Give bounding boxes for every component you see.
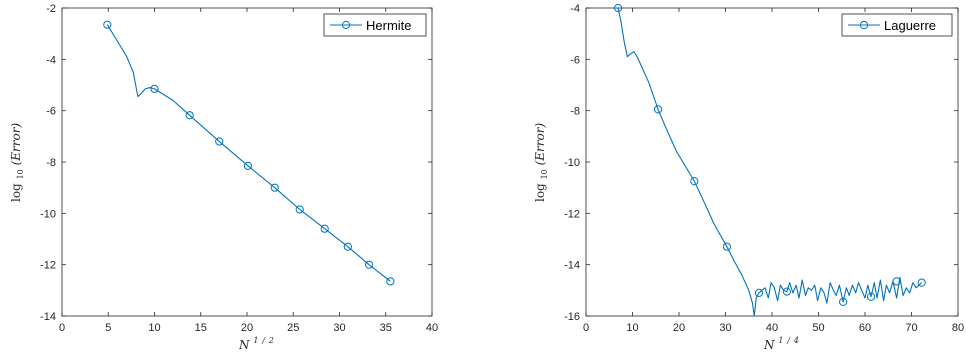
laguerre-y-tick-label: -6 <box>570 54 580 66</box>
hermite-x-axis-slash: / <box>261 336 266 345</box>
hermite-y-axis-sub: 10 <box>16 169 25 179</box>
laguerre-x-tick-label: 80 <box>952 322 964 334</box>
hermite-x-tick-label: 10 <box>148 322 160 334</box>
hermite-data-point <box>185 111 194 120</box>
laguerre-data-point <box>653 105 663 114</box>
hermite-data-point <box>386 277 395 286</box>
hermite-legend-box <box>323 13 427 37</box>
laguerre-x-tick-label: 20 <box>673 322 685 334</box>
laguerre-series-line <box>617 7 923 317</box>
laguerre-y-tick-label: -16 <box>564 311 580 323</box>
laguerre-x-axis-base: N <box>763 338 775 352</box>
hermite-y-tick-label: -14 <box>40 311 56 323</box>
hermite-data-point <box>270 183 279 192</box>
hermite-y-tick-label: -10 <box>40 208 56 220</box>
laguerre-plot-frame <box>585 7 959 317</box>
laguerre-x-tick-label: 60 <box>859 322 871 334</box>
hermite-legend-label: Hermite <box>366 18 412 33</box>
laguerre-legend-marker-icon <box>859 20 869 30</box>
laguerre-legend-label: Laguerre <box>884 18 936 33</box>
laguerre-legend: Laguerre <box>841 13 953 37</box>
hermite-data-point <box>150 84 159 93</box>
hermite-x-tick-label: 15 <box>195 322 207 334</box>
hermite-data-point <box>243 161 253 170</box>
laguerre-y-tick-label: -12 <box>564 208 580 220</box>
laguerre-y-axis-sub: 10 <box>540 169 549 179</box>
hermite-chart: 0 5 10 15 20 25 30 35 40 -14 -12 -10 -8 -6 -4 -2 Hermit… <box>9 3 438 352</box>
hermite-x-tick-label: 0 <box>59 322 65 334</box>
laguerre-data-point <box>754 288 764 297</box>
laguerre-y-axis-prefix: log <box>533 183 547 202</box>
hermite-x-tick-label: 5 <box>105 322 111 334</box>
laguerre-y-axis-label: log 10 (Error) <box>533 123 550 202</box>
laguerre-x-axis-exp-den: 4 <box>793 336 799 345</box>
laguerre-data-point <box>782 287 791 296</box>
laguerre-x-tick-label: 30 <box>719 322 731 334</box>
laguerre-y-tick-label: -10 <box>564 157 580 169</box>
laguerre-y-tick-label: -14 <box>564 260 580 272</box>
hermite-series-line <box>106 24 391 282</box>
hermite-data-point <box>320 224 329 233</box>
laguerre-x-axis-slash: / <box>786 336 791 345</box>
hermite-y-tick-label: -8 <box>46 157 56 169</box>
laguerre-y-tick-label: -4 <box>570 3 580 15</box>
laguerre-data-point <box>839 297 848 306</box>
laguerre-x-axis-exp-num: 1 <box>778 336 783 345</box>
laguerre-x-tick-label: 40 <box>766 322 778 334</box>
hermite-x-axis-base: N <box>238 338 250 352</box>
laguerre-legend-box <box>841 13 953 37</box>
hermite-data-point <box>343 242 352 251</box>
hermite-data-point <box>103 20 112 29</box>
hermite-data <box>103 20 395 286</box>
hermite-x-tick-label: 20 <box>241 322 253 334</box>
laguerre-y-axis-inner: (Error) <box>533 123 547 166</box>
laguerre-x-tick-label: 0 <box>583 322 589 334</box>
laguerre-data-point <box>866 292 876 301</box>
laguerre-chart: 0 10 20 30 40 50 60 70 80 -16 -14 -12 -10 -8 -6 -4 Lagu… <box>533 3 964 352</box>
hermite-data-point <box>215 137 224 146</box>
hermite-data-point <box>365 260 374 269</box>
hermite-y-tick-label: -6 <box>46 106 56 118</box>
hermite-x-tick-label: 40 <box>426 322 438 334</box>
laguerre-x-tick-label: 50 <box>812 322 824 334</box>
hermite-legend-marker-icon <box>341 20 351 30</box>
laguerre-x-tick-label: 10 <box>626 322 638 334</box>
laguerre-data-point <box>613 3 623 13</box>
hermite-axis-ticks: 0 5 10 15 20 25 30 35 40 -14 -12 -10 -8 -6 -4 -2 <box>40 3 438 334</box>
hermite-y-axis-label: log 10 (Error) <box>9 123 26 202</box>
hermite-data-point <box>295 205 304 214</box>
hermite-y-tick-label: -2 <box>46 3 56 15</box>
laguerre-data <box>613 3 926 317</box>
hermite-x-tick-label: 35 <box>380 322 392 334</box>
laguerre-x-axis-label: N 1 / 4 <box>763 332 799 352</box>
laguerre-x-tick-label: 70 <box>905 322 917 334</box>
hermite-x-tick-label: 30 <box>333 322 345 334</box>
laguerre-axis-ticks: 0 10 20 30 40 50 60 70 80 -16 -14 -12 -10 -8 -6 -4 <box>564 3 964 334</box>
hermite-x-axis-exp-num: 1 <box>253 336 258 345</box>
hermite-y-tick-label: -12 <box>40 260 56 272</box>
laguerre-data-point <box>917 278 926 287</box>
hermite-y-axis-prefix: log <box>9 183 23 202</box>
laguerre-data-point <box>722 242 731 251</box>
hermite-y-tick-label: -4 <box>46 54 56 66</box>
hermite-x-tick-label: 25 <box>287 322 299 334</box>
hermite-legend: Hermite <box>323 13 427 37</box>
laguerre-data-point <box>892 277 901 286</box>
laguerre-y-tick-label: -8 <box>570 106 580 118</box>
hermite-y-axis-inner: (Error) <box>9 123 23 166</box>
hermite-x-axis-label: N 1 / 2 <box>238 332 274 352</box>
laguerre-data-point <box>690 177 699 186</box>
hermite-x-axis-exp-den: 2 <box>268 336 274 345</box>
